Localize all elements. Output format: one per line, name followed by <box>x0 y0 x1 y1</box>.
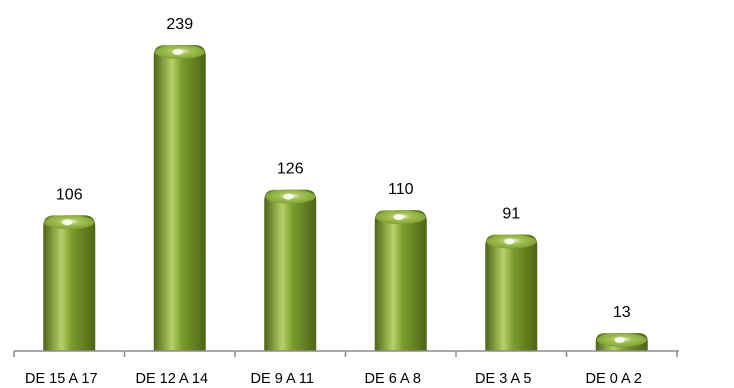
category-label: DE 6 A 8 <box>365 371 421 387</box>
category-label: DE 15 A 17 <box>25 371 98 387</box>
bar <box>485 234 538 351</box>
category-label: DE 0 A 2 <box>586 371 642 387</box>
bar-body <box>485 234 538 351</box>
bar-body <box>264 189 317 351</box>
bar <box>153 45 206 351</box>
value-label: 106 <box>56 186 83 203</box>
value-label: 91 <box>502 205 520 222</box>
bar-highlight <box>62 219 73 226</box>
bar <box>374 210 427 351</box>
value-label: 126 <box>277 161 304 178</box>
bar-body <box>153 45 206 351</box>
bar-highlight <box>283 193 294 200</box>
bar <box>595 333 648 351</box>
value-label: 13 <box>613 304 631 321</box>
category-label: DE 12 A 14 <box>135 371 208 387</box>
bar-body <box>43 215 96 351</box>
bar-highlight <box>393 214 404 221</box>
bar-highlight <box>172 49 183 55</box>
bar <box>43 215 96 351</box>
bar <box>264 189 317 351</box>
bar-body <box>374 210 427 351</box>
bar-highlight <box>614 337 625 343</box>
value-label: 239 <box>166 16 193 33</box>
value-label: 110 <box>388 181 414 198</box>
bars <box>43 45 648 351</box>
category-label: DE 3 A 5 <box>475 371 531 387</box>
value-labels: 106 DE 15 A 17 239 DE 12 A 14 126 DE 9 A 11 11… <box>25 16 642 387</box>
x-axis <box>13 350 679 357</box>
bar-highlight <box>504 238 515 245</box>
category-label: DE 9 A 11 <box>251 371 314 387</box>
